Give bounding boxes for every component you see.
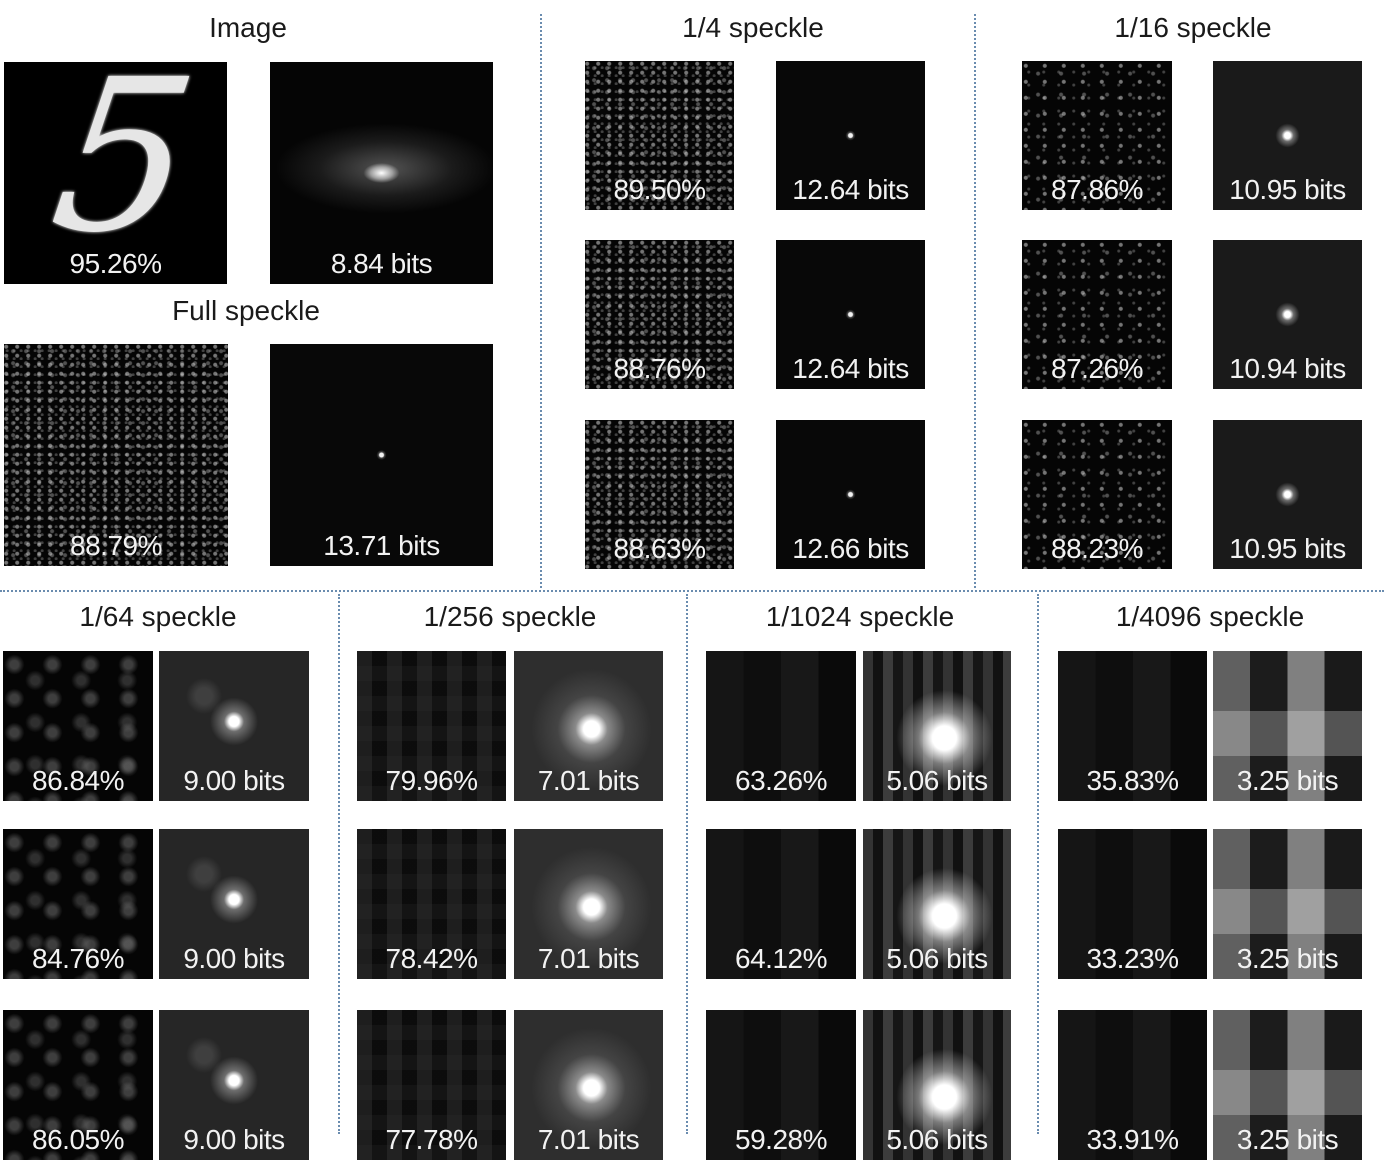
tile-label: 3.25 bits [1236, 765, 1339, 796]
tile-label: 7.01 bits [537, 765, 640, 796]
tile-label: 88.76% [613, 353, 706, 384]
sixtyfourth-speckle-tile: 86.05% [3, 1010, 153, 1160]
tile-label: 12.64 bits [792, 353, 909, 384]
tile-label: 5.06 bits [886, 943, 988, 974]
quarter-correlation-tile: 12.64 bits [776, 61, 925, 210]
title-image: Image [209, 12, 287, 43]
1024-correlation-tile: 5.06 bits [863, 1010, 1011, 1160]
quarter-speckle-tile: 88.76% [585, 240, 734, 389]
tile-label: 5.06 bits [886, 765, 988, 796]
4096-correlation-tile: 3.25 bits [1213, 1010, 1362, 1160]
tile-label: 95.26% [69, 248, 162, 279]
4096-correlation-tile: 3.25 bits [1213, 651, 1362, 801]
1024-speckle-tile: 63.26% [706, 651, 856, 801]
quarter-speckle-tile: 88.63% [585, 420, 734, 569]
1024-correlation-tile: 5.06 bits [863, 829, 1011, 979]
divider-vertical-3 [338, 594, 340, 1134]
tile-label: 88.23% [1051, 533, 1143, 564]
tile-label: 3.25 bits [1236, 943, 1339, 974]
quarter-correlation-tile: 12.66 bits [776, 420, 925, 569]
full-speckle-tile: 88.79% [4, 344, 228, 566]
tile-label: 88.63% [613, 533, 706, 564]
title-sixteenth-speckle: 1/16 speckle [1114, 12, 1272, 43]
tile-label: 84.76% [32, 943, 124, 974]
sixtyfourth-speckle-tile: 84.76% [3, 829, 153, 979]
sixtyfourth-correlation-tile: 9.00 bits [159, 651, 309, 801]
tile-label: 9.00 bits [183, 1124, 285, 1155]
tile-label: 3.25 bits [1236, 1124, 1339, 1155]
divider-vertical-2 [974, 14, 976, 588]
tile-label: 64.12% [735, 943, 827, 974]
256-correlation-tile: 7.01 bits [514, 829, 663, 979]
sixtyfourth-correlation-tile: 9.00 bits [159, 1010, 309, 1160]
divider-vertical-4 [686, 594, 688, 1134]
sixtyfourth-speckle-tile: 86.84% [3, 651, 153, 801]
sixteenth-correlation-tile: 10.95 bits [1213, 420, 1362, 569]
sixteenth-correlation-tile: 10.94 bits [1213, 240, 1362, 389]
256-correlation-tile: 7.01 bits [514, 1010, 663, 1160]
tile-label: 59.28% [735, 1124, 827, 1155]
tile-label: 77.78% [385, 1124, 478, 1155]
4096-speckle-tile: 33.91% [1058, 1010, 1207, 1160]
1024-speckle-tile: 64.12% [706, 829, 856, 979]
tile-label: 87.26% [1051, 353, 1143, 384]
tile-label: 78.42% [385, 943, 478, 974]
tile-label: 10.95 bits [1229, 174, 1346, 205]
image-correlation-tile: 8.84 bits [270, 62, 493, 284]
sixteenth-speckle-tile: 87.86% [1022, 61, 1172, 210]
sixteenth-speckle-tile: 88.23% [1022, 420, 1172, 569]
tile-label: 5.06 bits [886, 1124, 988, 1155]
title-64-speckle: 1/64 speckle [79, 601, 237, 632]
tile-label: 7.01 bits [537, 943, 640, 974]
4096-speckle-tile: 35.83% [1058, 651, 1207, 801]
divider-horizontal [0, 590, 1384, 592]
digit-image-tile: 5 95.26% [4, 62, 227, 284]
tile-label: 86.05% [32, 1124, 124, 1155]
256-correlation-tile: 7.01 bits [514, 651, 663, 801]
sixteenth-speckle-tile: 87.26% [1022, 240, 1172, 389]
1024-correlation-tile: 5.06 bits [863, 651, 1011, 801]
quarter-correlation-tile: 12.64 bits [776, 240, 925, 389]
divider-vertical-1 [540, 14, 542, 588]
tile-label: 12.66 bits [792, 533, 909, 564]
tile-label: 89.50% [613, 174, 706, 205]
tile-label: 86.84% [32, 765, 124, 796]
256-speckle-tile: 79.96% [357, 651, 506, 801]
256-speckle-tile: 78.42% [357, 829, 506, 979]
title-256-speckle: 1/256 speckle [423, 601, 597, 632]
title-4096-speckle: 1/4096 speckle [1115, 601, 1305, 632]
digit-glyph: 5 [40, 62, 209, 279]
title-1024-speckle: 1/1024 speckle [765, 601, 955, 632]
tile-label: 63.26% [735, 765, 827, 796]
divider-vertical-5 [1037, 594, 1039, 1134]
4096-speckle-tile: 33.23% [1058, 829, 1207, 979]
tile-label: 33.91% [1086, 1124, 1179, 1155]
tile-label: 13.71 bits [323, 530, 440, 561]
title-full-speckle: Full speckle [172, 295, 320, 326]
4096-correlation-tile: 3.25 bits [1213, 829, 1362, 979]
tile-label: 8.84 bits [330, 248, 433, 279]
tile-label: 7.01 bits [537, 1124, 640, 1155]
tile-label: 9.00 bits [183, 765, 285, 796]
sixtyfourth-correlation-tile: 9.00 bits [159, 829, 309, 979]
tile-label: 9.00 bits [183, 943, 285, 974]
sixteenth-correlation-tile: 10.95 bits [1213, 61, 1362, 210]
tile-label: 10.95 bits [1229, 533, 1346, 564]
tile-label: 10.94 bits [1229, 353, 1346, 384]
tile-label: 88.79% [70, 530, 162, 561]
tile-label: 79.96% [385, 765, 478, 796]
title-quarter-speckle: 1/4 speckle [682, 12, 824, 43]
tile-label: 87.86% [1051, 174, 1143, 205]
full-correlation-tile: 13.71 bits [270, 344, 493, 566]
quarter-speckle-tile: 89.50% [585, 61, 734, 210]
256-speckle-tile: 77.78% [357, 1010, 506, 1160]
tile-label: 12.64 bits [792, 174, 909, 205]
1024-speckle-tile: 59.28% [706, 1010, 856, 1160]
tile-label: 33.23% [1086, 943, 1179, 974]
tile-label: 35.83% [1086, 765, 1179, 796]
